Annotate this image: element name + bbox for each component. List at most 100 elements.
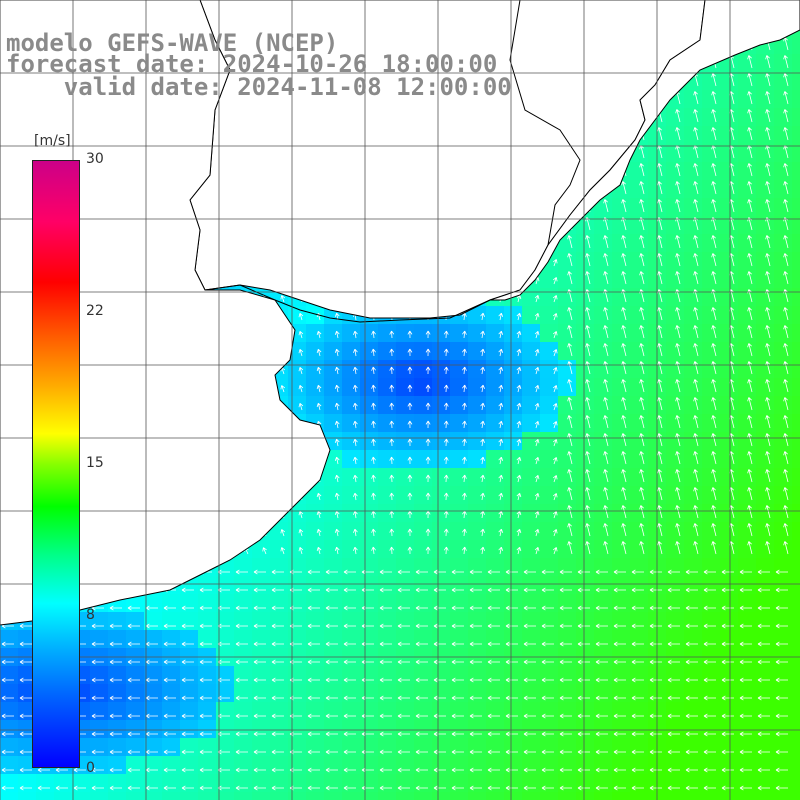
field-cell [378, 702, 397, 721]
field-cell [378, 720, 397, 739]
wind-arrow [480, 312, 485, 321]
wind-arrow [667, 785, 680, 791]
wind-arrow [280, 547, 286, 555]
wind-arrow [505, 569, 518, 575]
wind-arrow [516, 456, 522, 465]
wind-arrow [371, 420, 376, 429]
field-cell [540, 702, 559, 721]
field-cell [630, 360, 649, 379]
field-cell [504, 738, 523, 757]
wind-arrow [91, 623, 104, 629]
wind-arrow [775, 731, 788, 737]
wind-arrow [657, 469, 663, 483]
field-cell [684, 522, 703, 541]
field-cell [774, 432, 793, 451]
wind-arrow [19, 713, 32, 719]
field-cell [396, 702, 415, 721]
field-cell [198, 576, 217, 595]
field-cell [756, 738, 775, 757]
field-cell [756, 594, 775, 613]
field-cell [468, 612, 487, 631]
field-cell [702, 738, 721, 757]
field-cell [774, 558, 793, 577]
field-cell [774, 450, 793, 469]
field-cell [108, 702, 127, 721]
field-cell [414, 594, 433, 613]
field-cell [630, 540, 649, 559]
wind-arrow [747, 415, 753, 429]
field-cell [414, 720, 433, 739]
field-cell [738, 450, 757, 469]
wind-arrow [433, 785, 446, 791]
field-cell [756, 378, 775, 397]
field-cell [522, 792, 541, 800]
wind-arrow [334, 510, 340, 519]
field-cell [486, 666, 505, 685]
wind-arrow [163, 695, 176, 701]
field-cell [702, 270, 721, 289]
field-cell [378, 468, 397, 487]
field-cell [252, 666, 271, 685]
wind-arrow [109, 677, 122, 683]
wind-arrow [109, 731, 122, 737]
field-cell [576, 450, 595, 469]
wind-arrow [721, 569, 734, 575]
field-cell [306, 540, 325, 559]
field-cell [738, 126, 757, 145]
wind-arrow [127, 713, 140, 719]
wind-arrow [747, 541, 753, 555]
wind-arrow [747, 433, 753, 447]
field-cell [576, 630, 595, 649]
field-cell [234, 666, 253, 685]
field-cell [612, 540, 631, 559]
wind-arrow [667, 677, 680, 683]
wind-arrow [425, 528, 431, 537]
field-cell [108, 612, 127, 631]
wind-arrow [613, 677, 626, 683]
field-cell [720, 756, 739, 775]
field-cell [504, 432, 523, 451]
wind-arrow [181, 785, 194, 791]
wind-arrow [747, 73, 753, 87]
wind-arrow [451, 785, 464, 791]
field-cell [558, 324, 577, 343]
wind-arrow [613, 749, 626, 755]
wind-arrow [703, 623, 716, 629]
field-cell [738, 522, 757, 541]
wind-arrow [541, 713, 554, 719]
field-cell [702, 432, 721, 451]
wind-arrow [765, 397, 771, 411]
field-cell [720, 288, 739, 307]
wind-arrow [541, 749, 554, 755]
field-cell [414, 792, 433, 800]
field-cell [576, 738, 595, 757]
field-cell [684, 774, 703, 793]
wind-arrow [433, 731, 446, 737]
field-cell [720, 198, 739, 217]
wind-arrow [163, 605, 176, 611]
field-cell [702, 162, 721, 181]
field-cell [486, 720, 505, 739]
wind-arrow [721, 677, 734, 683]
field-cell [738, 738, 757, 757]
wind-arrow [657, 379, 663, 393]
wind-arrow [109, 605, 122, 611]
wind-arrow [667, 749, 680, 755]
field-cell [576, 612, 595, 631]
field-cell [324, 576, 343, 595]
wind-arrow [19, 767, 32, 773]
wind-arrow [415, 605, 428, 611]
field-cell [108, 630, 127, 649]
field-cell [684, 702, 703, 721]
field-cell [756, 144, 775, 163]
field-cell [774, 504, 793, 523]
wind-arrow [19, 659, 32, 665]
wind-arrow [271, 659, 284, 665]
wind-arrow [621, 325, 627, 339]
wind-arrow [451, 749, 464, 755]
field-cell [594, 684, 613, 703]
wind-arrow [765, 91, 771, 105]
field-cell [306, 504, 325, 523]
field-cell [360, 504, 379, 523]
wind-arrow [181, 731, 194, 737]
